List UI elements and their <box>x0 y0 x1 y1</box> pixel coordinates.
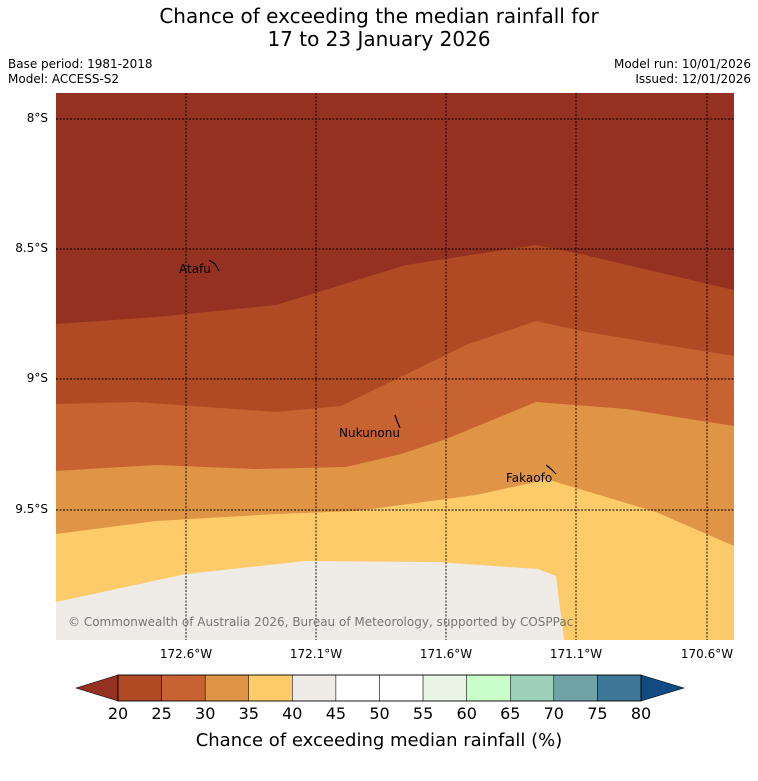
lat-label-9-5s: 9.5°S <box>15 502 48 516</box>
place-label-fakaofo: Fakaofo <box>506 471 552 485</box>
colorbar-outline <box>117 674 642 702</box>
atoll-atafu <box>208 259 220 272</box>
colorbar-tick: 65 <box>500 704 521 723</box>
atoll-fakaofo <box>545 464 557 475</box>
base-period: Base period: 1981-2018 <box>8 57 153 71</box>
colorbar-segment-55-60 <box>422 674 467 702</box>
lat-label-9s: 9°S <box>26 371 48 385</box>
colorbar-segment-35-40 <box>248 674 293 702</box>
model-name: Model: ACCESS-S2 <box>8 72 120 86</box>
colorbar-tick: 45 <box>325 704 347 723</box>
colorbar-segment-30-35 <box>204 674 250 702</box>
meta-left: Base period: 1981-2018 Model: ACCESS-S2 <box>8 57 153 87</box>
lon-label-170-6w: 170.6°W <box>680 647 734 661</box>
colorbar-tick: 30 <box>195 704 216 723</box>
colorbar-tick: 50 <box>369 704 390 723</box>
colorbar-tick: 80 <box>630 704 652 723</box>
chart-title: Chance of exceeding the median rainfall … <box>0 5 758 51</box>
map-area: Atafu Nukunonu Fakaofo © Commonwealth of… <box>56 93 734 640</box>
place-label-nukunonu: Nukunonu <box>339 426 400 440</box>
lon-label-172-6w: 172.6°W <box>159 647 213 661</box>
copyright-notice: © Commonwealth of Australia 2026, Bureau… <box>68 615 573 629</box>
colorbar-tick: 20 <box>107 704 129 723</box>
issued-date: Issued: 12/01/2026 <box>635 72 751 86</box>
place-label-atafu: Atafu <box>179 262 211 276</box>
colorbar-segment-20-25 <box>117 674 162 702</box>
region-40-45 <box>56 561 564 640</box>
colorbar-segment-50-55 <box>379 674 424 702</box>
colorbar-tick: 60 <box>456 704 477 723</box>
colorbar-segment-65-70 <box>510 674 555 702</box>
colorbar-tick: 55 <box>412 704 434 723</box>
lon-label-172-1w: 172.1°W <box>289 647 343 661</box>
colorbar <box>74 674 686 702</box>
colorbar-tick: 40 <box>282 704 303 723</box>
colorbar-segment-25-30 <box>161 674 206 702</box>
graticule <box>56 93 734 640</box>
colorbar-tick: 35 <box>238 704 259 723</box>
lon-label-171-6w: 171.6°W <box>419 647 473 661</box>
colorbar-segments <box>117 674 642 702</box>
atolls <box>208 259 557 475</box>
lat-label-8s: 8°S <box>26 111 48 125</box>
lat-label-8-5s: 8.5°S <box>15 241 48 255</box>
atoll-nukunonu <box>394 414 401 429</box>
colorbar-tick: 70 <box>543 704 564 723</box>
meta-right: Model run: 10/01/2026 Issued: 12/01/2026 <box>614 57 751 87</box>
colorbar-segment-45-50 <box>335 674 380 702</box>
model-run: Model run: 10/01/2026 <box>613 57 751 71</box>
lon-label-171-1w: 171.1°W <box>549 647 603 661</box>
colorbar-label: Chance of exceeding median rainfall (%) <box>195 730 563 751</box>
colorbar-segment-40-45 <box>292 674 337 702</box>
colorbar-over-arrow <box>640 674 686 702</box>
colorbar-segment-75-80 <box>597 674 642 702</box>
colorbar-under-arrow <box>74 674 119 702</box>
colorbar-segment-70-75 <box>553 674 598 702</box>
title-line-1: Chance of exceeding the median rainfall … <box>159 4 599 28</box>
map-svg: Atafu Nukunonu Fakaofo © Commonwealth of… <box>56 93 734 640</box>
colorbar-tick: 75 <box>587 704 608 723</box>
colorbar-tick: 25 <box>151 704 172 723</box>
colorbar-segment-60-65 <box>466 674 511 702</box>
title-line-2: 17 to 23 January 2026 <box>267 27 491 51</box>
